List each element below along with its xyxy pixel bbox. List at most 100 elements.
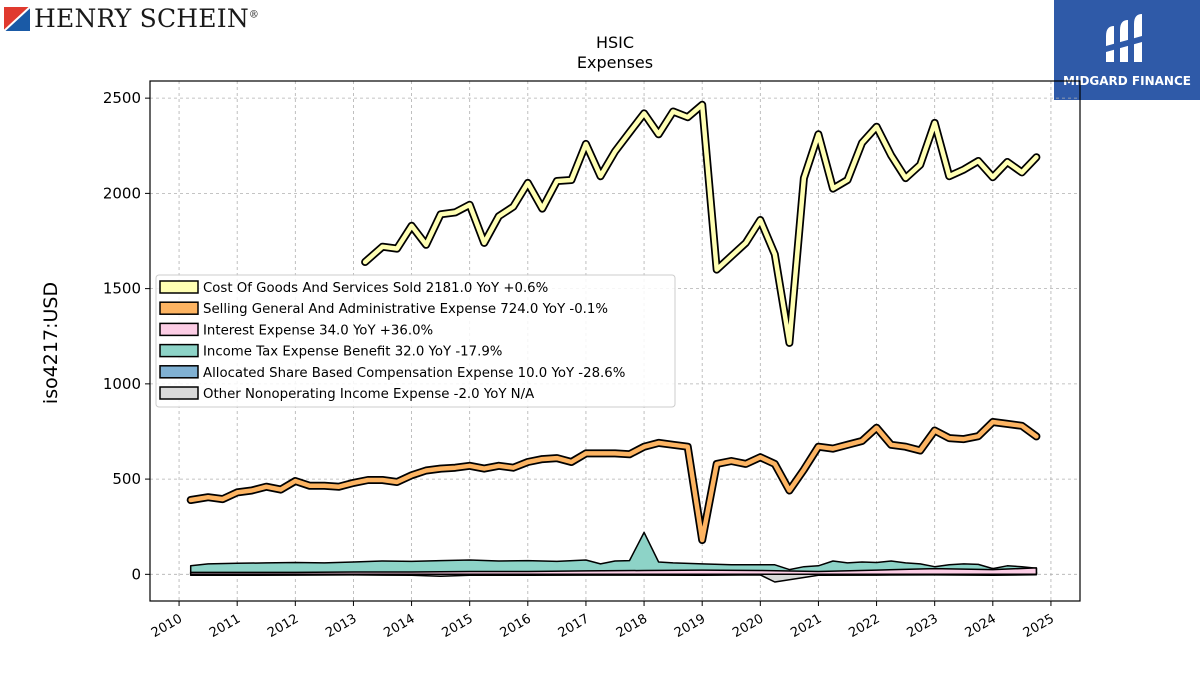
data-point [527,182,529,184]
data-point [919,164,921,166]
data-point [789,342,791,344]
data-point [658,561,660,563]
chart-title: HSIC [596,33,634,52]
data-point [556,180,558,182]
data-point [440,575,442,577]
series-area [189,567,1038,576]
data-point [585,559,587,561]
data-point [353,561,355,563]
legend-box [155,274,676,408]
data-point [614,453,616,455]
data-point [440,214,442,216]
data-point [266,562,268,564]
data-point [643,113,645,115]
data-point [324,485,326,487]
x-tick-label: 2013 [323,611,359,641]
data-point [222,498,224,500]
data-point [236,563,238,565]
data-point [934,122,936,124]
series-line [362,102,1039,346]
legend-entry: Interest Expense 34.0 YoY +36.0% [159,322,433,338]
data-point [876,569,878,571]
data-point [803,566,805,568]
x-tick-label: 2016 [498,611,534,641]
data-point [513,467,515,469]
data-point [1036,567,1038,569]
data-point [818,571,820,573]
data-point [978,435,980,437]
x-tick-label: 2017 [556,611,592,641]
y-tick-label: 2500 [103,89,141,107]
data-point [919,450,921,452]
legend: Cost Of Goods And Services Sold 2181.0 Y… [155,274,676,408]
data-point [818,134,820,136]
data-point [774,564,776,566]
data-point [396,481,398,483]
data-point [890,560,892,562]
x-tick-label: 2020 [730,611,766,641]
data-point [687,116,689,118]
data-point [992,569,994,571]
data-point [425,244,427,246]
data-point [701,569,703,571]
data-point [1021,172,1023,174]
data-point [600,453,602,455]
henry-schein-mark-icon [4,6,30,31]
data-point [760,456,762,458]
plot-frame [149,80,1081,602]
data-point [556,457,558,459]
data-point [876,562,878,564]
data-point [905,177,907,179]
data-point [803,177,805,179]
data-point [731,564,733,566]
data-point [309,485,311,487]
y-tick-label: 1500 [103,280,141,298]
data-point [1021,566,1023,568]
data-point [629,454,631,456]
data-point [818,446,820,448]
data-point [672,562,674,564]
data-point [919,563,921,565]
data-point [425,470,427,472]
data-point [745,463,747,465]
data-point [295,572,297,574]
data-point [364,261,366,263]
midgard-finance-logo: MIDGARD FINANCE [1054,0,1200,100]
data-point [1007,565,1009,567]
data-point [832,188,834,190]
data-point [498,560,500,562]
x-tick-label: 2014 [381,611,417,641]
data-point [571,179,573,181]
data-point [731,460,733,462]
data-point [934,430,936,432]
data-point [236,492,238,494]
legend-entry: Selling General And Administrative Expen… [159,301,608,317]
data-point [382,479,384,481]
legend-swatch [159,343,199,358]
data-point [585,570,587,572]
data-point [190,565,192,567]
y-tick-label: 2000 [103,184,141,202]
data-point [338,486,340,488]
data-point [527,571,529,573]
data-point [190,572,192,574]
data-point [905,446,907,448]
data-point [672,444,674,446]
data-point [890,444,892,446]
data-point [992,421,994,423]
data-point [672,111,674,113]
data-point [629,132,631,134]
data-point [411,475,413,477]
data-point [978,564,980,566]
data-point [295,480,297,482]
data-point [411,571,413,573]
data-point [1007,423,1009,425]
data-point [789,490,791,492]
data-point [353,482,355,484]
data-point [687,446,689,448]
data-point [251,490,253,492]
data-point [382,560,384,562]
data-point [440,560,442,562]
x-tick-label: 2011 [207,611,243,641]
data-point [861,440,863,442]
